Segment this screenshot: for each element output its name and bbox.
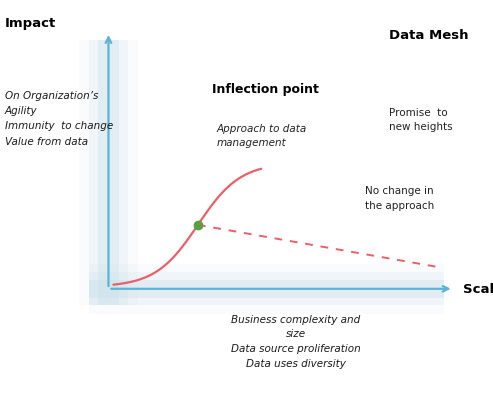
Text: No change in
the approach: No change in the approach (365, 186, 434, 210)
Text: Inflection point: Inflection point (212, 83, 319, 95)
Bar (89, 264, 444, 314)
Bar (89, 280, 444, 298)
Text: Business complexity and
size
Data source proliferation
Data uses diversity: Business complexity and size Data source… (231, 314, 361, 368)
Text: On Organization’s
Agility
Immunity  to change
Value from data: On Organization’s Agility Immunity to ch… (5, 91, 113, 146)
Text: Approach to data
management: Approach to data management (217, 124, 307, 148)
Text: Data Mesh: Data Mesh (389, 29, 469, 42)
Bar (89, 273, 444, 306)
Text: Promise  to
new heights: Promise to new heights (389, 107, 453, 132)
Text: Scale: Scale (463, 282, 493, 296)
Bar (89, 41, 128, 306)
Bar (79, 41, 138, 306)
Text: Impact: Impact (5, 17, 56, 29)
Bar (98, 41, 119, 306)
